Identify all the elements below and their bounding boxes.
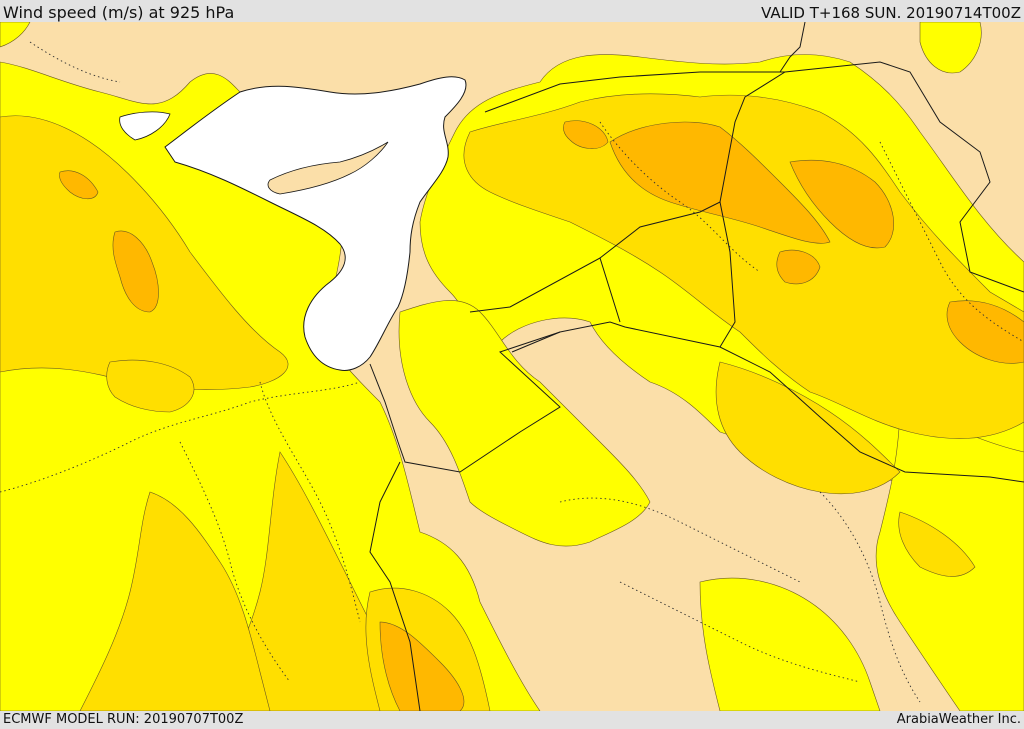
model-run-label: ECMWF MODEL RUN: 20190707T00Z (3, 712, 244, 727)
cyprus-island (267, 141, 389, 195)
header-bar (0, 0, 1024, 22)
valid-time: VALID T+168 SUN. 20190714T00Z (761, 4, 1021, 22)
aegean-sea-patch (119, 111, 171, 141)
wind-band-orange (59, 120, 1024, 711)
map-title: Wind speed (m/s) at 925 hPa (3, 3, 235, 22)
brand-label: ArabiaWeather Inc. (896, 712, 1021, 727)
wind-map (0, 22, 1024, 711)
province-boundaries (0, 41, 1024, 703)
mediterranean-sea (164, 76, 467, 371)
footer-bar (0, 711, 1024, 729)
country-borders (369, 22, 1024, 711)
